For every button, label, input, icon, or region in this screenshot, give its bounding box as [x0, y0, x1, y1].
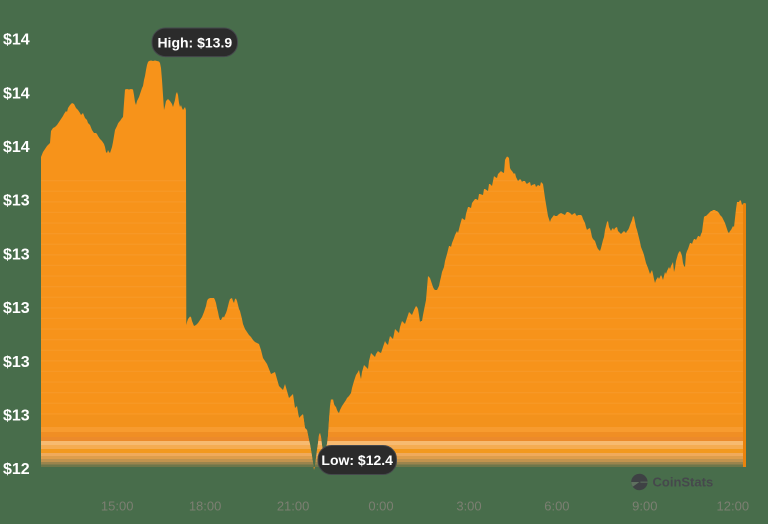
svg-text:$13: $13 — [3, 354, 30, 371]
svg-text:3:00: 3:00 — [456, 499, 481, 514]
svg-text:$14: $14 — [3, 32, 30, 49]
svg-text:9:00: 9:00 — [632, 499, 657, 514]
svg-text:$12: $12 — [3, 461, 30, 478]
svg-text:6:00: 6:00 — [544, 499, 569, 514]
svg-text:CoinStats: CoinStats — [653, 475, 714, 490]
svg-text:$14: $14 — [3, 85, 30, 102]
svg-text:$13: $13 — [3, 193, 30, 210]
svg-text:$13: $13 — [3, 246, 30, 263]
svg-text:21:00: 21:00 — [277, 499, 310, 514]
svg-text:12:00: 12:00 — [717, 499, 750, 514]
svg-text:0:00: 0:00 — [368, 499, 393, 514]
svg-text:$14: $14 — [3, 139, 30, 156]
svg-text:High: $13.9: High: $13.9 — [157, 34, 232, 50]
svg-text:$13: $13 — [3, 300, 30, 317]
svg-text:15:00: 15:00 — [101, 499, 134, 514]
svg-text:18:00: 18:00 — [189, 499, 222, 514]
svg-text:$13: $13 — [3, 408, 30, 425]
svg-text:Low: $12.4: Low: $12.4 — [321, 452, 393, 468]
